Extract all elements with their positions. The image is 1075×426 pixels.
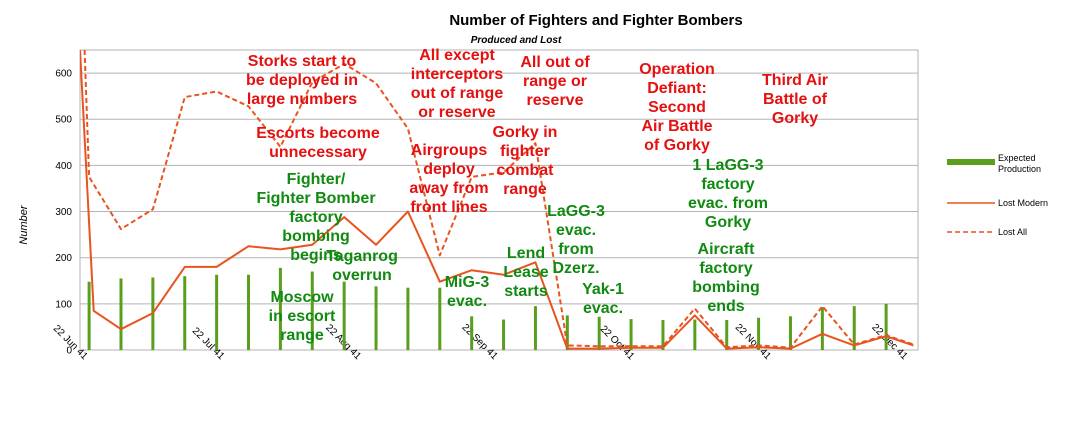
annotation-10: Moscow in escort range xyxy=(269,289,336,344)
production-bar xyxy=(502,319,506,350)
y-tick-label: 100 xyxy=(55,299,72,310)
production-bar xyxy=(661,320,665,350)
production-bar xyxy=(884,303,888,350)
annotation-11: MiG-3 evac. xyxy=(445,274,490,310)
production-bar xyxy=(310,271,314,350)
annotation-8: Fighter/Fighter Bomber factory bombing begi… xyxy=(256,171,375,264)
production-bar xyxy=(183,276,187,350)
production-bar xyxy=(533,306,537,350)
legend-swatch-production xyxy=(947,159,995,165)
x-tick-label: 22 Jul 41 xyxy=(190,326,227,363)
production-bar xyxy=(342,281,346,350)
y-tick-label: 300 xyxy=(55,207,72,218)
y-tick-label: 400 xyxy=(55,161,72,172)
production-bar xyxy=(820,307,824,350)
production-bar xyxy=(852,306,856,350)
lost-modern-line xyxy=(80,50,914,350)
annotation-13: LaGG-3 evac. from Dzerz. xyxy=(547,203,605,277)
production-bar xyxy=(406,287,410,350)
annotation-9: Taganrog overrun xyxy=(326,248,398,284)
x-tick-label: 22 Jun 41 xyxy=(51,323,90,362)
production-bar xyxy=(87,281,91,350)
y-axis-label: Number xyxy=(18,204,30,244)
production-bar xyxy=(470,316,474,350)
x-tick-label: 22 Sep 41 xyxy=(460,322,500,362)
legend: Expected Production Lost Modern Lost All xyxy=(947,153,1048,237)
annotation-15: 1 LaGG-3 factory evac. from Gorky xyxy=(688,157,768,231)
lost-all-line xyxy=(83,50,914,349)
production-bar xyxy=(757,317,761,350)
production-bar xyxy=(438,287,442,350)
production-bar xyxy=(629,319,633,350)
y-tick-label: 500 xyxy=(55,115,72,126)
annotation-2: All except interceptors out of range or res… xyxy=(411,47,504,121)
annotation-14: Yak-1 evac. xyxy=(582,281,624,317)
annotation-4: Operation Defiant: Second Air Battle of Gork… xyxy=(639,61,715,154)
production-bar xyxy=(725,320,729,350)
production-bar xyxy=(119,278,123,350)
chart-title: Number of Fighters and Fighter Bombers xyxy=(449,12,742,29)
y-tick-label: 0 xyxy=(66,346,72,357)
annotations: Storks start to be deployed in large numbe… xyxy=(246,47,828,344)
production-bar xyxy=(788,316,792,350)
production-bar xyxy=(215,274,219,350)
production-bar xyxy=(374,286,378,350)
production-bar xyxy=(693,319,697,350)
annotation-5: Third Air Battle of Gorky xyxy=(762,72,828,127)
y-tick-label: 200 xyxy=(55,253,72,264)
x-tick-label: 22 Nov 41 xyxy=(733,322,773,362)
annotation-0: Storks start to be deployed in large numbe… xyxy=(246,53,358,108)
annotation-12: Lend Lease starts xyxy=(503,245,548,300)
production-bar xyxy=(278,267,282,350)
chart-subtitle: Produced and Lost xyxy=(471,35,562,46)
annotation-3: All out of range or reserve xyxy=(520,54,590,109)
annotation-7: Gorky in fighter combat range xyxy=(493,124,558,198)
annotation-1: Escorts become unnecessary xyxy=(256,125,380,161)
y-tick-label: 600 xyxy=(55,69,72,80)
legend-label-2: Lost All xyxy=(998,227,1027,237)
annotation-16: Aircraft factory bombing ends xyxy=(692,241,760,315)
legend-label-0: Expected Production xyxy=(998,153,1041,174)
production-bar xyxy=(565,315,569,350)
production-bar xyxy=(247,274,251,350)
legend-label-1: Lost Modern xyxy=(998,198,1048,208)
annotation-6: Airgroups deploy away from front lines xyxy=(409,142,488,216)
production-bar xyxy=(597,316,601,350)
